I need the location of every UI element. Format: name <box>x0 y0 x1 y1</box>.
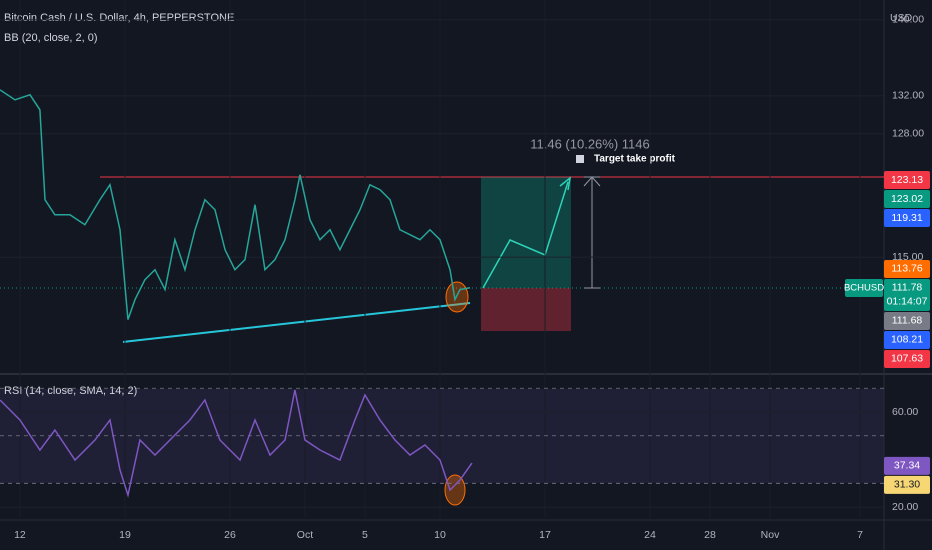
x-tick-label: Nov <box>761 529 780 541</box>
long-target-zone <box>481 177 571 288</box>
x-tick-label: 7 <box>857 529 863 541</box>
price-tag <box>884 456 930 475</box>
price-tag <box>884 259 930 278</box>
target-label: Target take profit <box>594 154 676 165</box>
rsi-legend: RSI (14, close, SMA, 14, 2) <box>4 385 137 397</box>
x-tick-label: 10 <box>434 529 446 541</box>
y-tick-label: 128.00 <box>892 128 924 140</box>
symbol-title: Bitcoin Cash / U.S. Dollar, 4h, PEPPERST… <box>4 12 234 24</box>
long-stop-zone <box>481 288 571 331</box>
price-tag <box>884 171 930 190</box>
y-tick-label: 20.00 <box>892 501 918 513</box>
price-tag-label: 37.34 <box>894 460 920 472</box>
price-tag-label: 111.68 <box>892 315 923 327</box>
y-tick-label: 140.00 <box>892 14 924 26</box>
x-tick-label: 19 <box>119 529 131 541</box>
x-tick-label: 12 <box>14 529 26 541</box>
price-tag <box>884 190 930 209</box>
price-tag <box>884 209 930 228</box>
x-tick-label: 5 <box>362 529 368 541</box>
y-tick-label: 132.00 <box>892 90 924 102</box>
arrow-head <box>559 176 572 191</box>
currency-label: USD <box>890 12 913 24</box>
series-line <box>0 89 471 320</box>
y-tick-label: 60.00 <box>892 406 918 418</box>
support-trendline <box>122 302 471 343</box>
price-tag-label: 113.76 <box>891 263 922 275</box>
x-tick-label: 24 <box>644 529 656 541</box>
x-tick-label: 26 <box>224 529 236 541</box>
x-tick-label: Oct <box>297 529 313 541</box>
x-tick-label: 28 <box>704 529 716 541</box>
highlight-circle <box>444 474 466 506</box>
symbol-tag <box>845 278 883 297</box>
price-tag <box>884 278 930 311</box>
x-tick-label: 17 <box>539 529 551 541</box>
projection-arrow <box>482 181 569 289</box>
price-tag-label: 107.63 <box>891 353 923 365</box>
indicator-legend: BB (20, close, 2, 0) <box>4 32 98 44</box>
price-tag <box>884 475 930 494</box>
price-tag <box>884 330 930 349</box>
price-tag <box>884 349 930 368</box>
price-tag-label: 123.02 <box>891 193 923 205</box>
price-tag-label: 108.21 <box>891 334 923 346</box>
price-tag-label: 119.31 <box>891 212 922 224</box>
price-tag-label: 111.78 <box>892 282 923 294</box>
price-tag-label: 123.13 <box>891 174 923 186</box>
price-tag <box>884 311 930 330</box>
flag-icon <box>576 155 584 163</box>
measure-label: 11.46 (10.26%) 1146 <box>530 136 650 151</box>
symbol-tag-label: BCHUSD <box>844 282 884 293</box>
series-line <box>0 389 473 498</box>
price-tag-label: 31.30 <box>894 479 920 491</box>
countdown: 01:14:07 <box>887 296 928 308</box>
